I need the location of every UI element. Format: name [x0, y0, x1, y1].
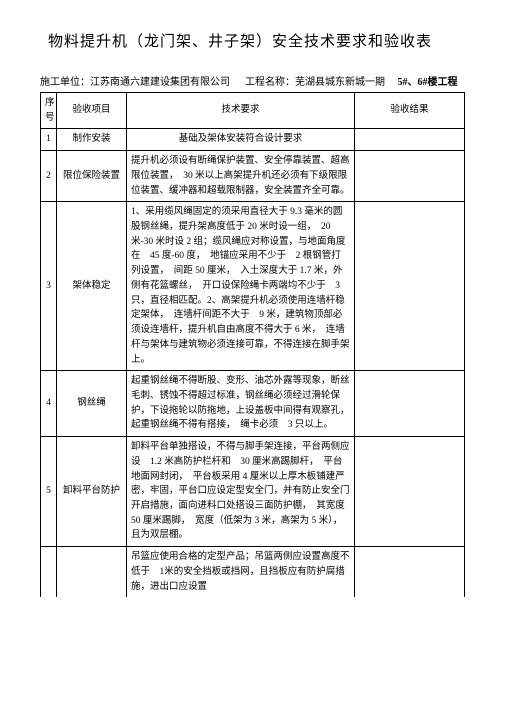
row-result [355, 151, 465, 202]
table-row: 4钢丝绳起重钢丝绳不得断股、变形、油芯外露等现象，断丝毛刺、锈蚀不得超过标准，钢… [41, 371, 465, 437]
row-requirement: 吊篮应使用合格的定型产品；吊篮两侧应设置高度不低于 1米的安全挡板或挡网，且挡板… [127, 547, 355, 598]
inspection-table: 序号 验收项目 技术要求 验收结果 1制作安装基础及架体安装符合设计要求2限位保… [40, 92, 465, 597]
building-label: 5#、6#楼工程 [398, 77, 458, 88]
row-item: 制作安装 [57, 129, 127, 151]
header-item: 验收项目 [57, 93, 127, 129]
row-item: 钢丝绳 [57, 371, 127, 437]
header-requirement: 技术要求 [127, 93, 355, 129]
row-result [355, 437, 465, 547]
row-item: 限位保险装置 [57, 151, 127, 202]
table-row: 3架体稳定1、采用缆风绳固定的须采用直径大于 9.3 毫米的圆股钢丝绳，提升架高… [41, 202, 465, 371]
row-index [41, 547, 57, 598]
table-row: 1制作安装基础及架体安装符合设计要求 [41, 129, 465, 151]
row-requirement: 起重钢丝绳不得断股、变形、油芯外露等现象，断丝毛刺、锈蚀不得超过标准，钢丝绳必须… [127, 371, 355, 437]
row-index: 5 [41, 437, 57, 547]
table-row: 吊篮应使用合格的定型产品；吊篮两侧应设置高度不低于 1米的安全挡板或挡网，且挡板… [41, 547, 465, 598]
row-result [355, 547, 465, 598]
table-row: 5卸料平台防护卸料平台单独搭设，不得与脚手架连接，平台两侧应设 1.2 米高防护… [41, 437, 465, 547]
header-result: 验收结果 [355, 93, 465, 129]
row-requirement: 1、采用缆风绳固定的须采用直径大于 9.3 毫米的圆股钢丝绳，提升架高度低于 2… [127, 202, 355, 371]
table-row: 2限位保险装置提升机必须设有断绳保护装置、安全停靠装置、超高限位装置， 30 米… [41, 151, 465, 202]
row-index: 1 [41, 129, 57, 151]
row-requirement: 卸料平台单独搭设，不得与脚手架连接，平台两侧应设 1.2 米高防护栏杆和 30 … [127, 437, 355, 547]
row-index: 2 [41, 151, 57, 202]
row-item: 卸料平台防护 [57, 437, 127, 547]
header-index: 序号 [41, 93, 57, 129]
row-requirement: 提升机必须设有断绳保护装置、安全停靠装置、超高限位装置， 30 米以上高架提升机… [127, 151, 355, 202]
unit-value: 江苏南通六建建设集团有限公司 [90, 77, 230, 88]
row-item [57, 547, 127, 598]
row-requirement: 基础及架体安装符合设计要求 [127, 129, 355, 151]
project-label: 工程名称： [245, 77, 295, 88]
row-item: 架体稳定 [57, 202, 127, 371]
table-header-row: 序号 验收项目 技术要求 验收结果 [41, 93, 465, 129]
meta-row: 施工单位：江苏南通六建建设集团有限公司 工程名称：芜湖县城东新城一期 5#、6#… [40, 73, 465, 88]
page-title: 物料提升机（龙门架、井子架）安全技术要求和验收表 [48, 30, 465, 51]
project-value: 芜湖县城东新城一期 [295, 77, 385, 88]
row-index: 3 [41, 202, 57, 371]
row-result [355, 129, 465, 151]
row-result [355, 371, 465, 437]
unit-label: 施工单位： [40, 77, 90, 88]
row-result [355, 202, 465, 371]
row-index: 4 [41, 371, 57, 437]
